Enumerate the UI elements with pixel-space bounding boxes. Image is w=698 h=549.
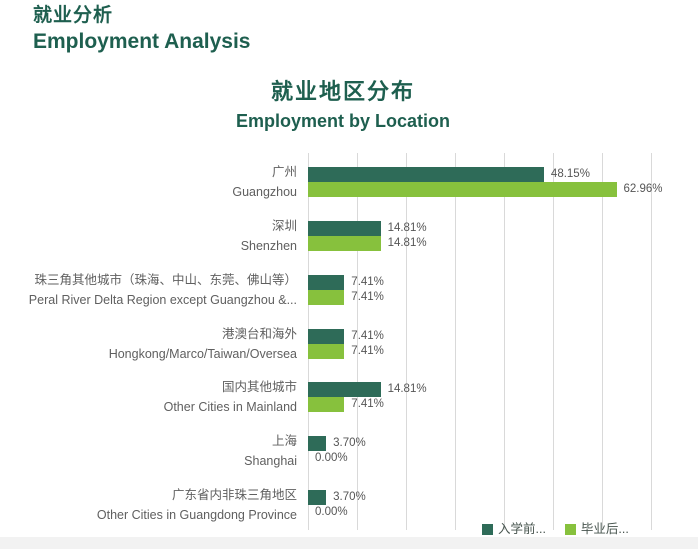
category-label: 港澳台和海外 Hongkong/Marco/Taiwan/Oversea [0,324,297,364]
bar-value-label: 7.41% [351,275,384,288]
legend-label: 毕业后... [580,522,629,536]
bar-after [308,235,381,251]
bar-value-label: 7.41% [351,344,384,357]
legend-item: 毕业后... [564,522,629,536]
bar-before [308,490,327,506]
category-label: 上海 Shanghai [0,431,297,471]
category-label-zh: 港澳台和海外 [221,326,297,341]
category-label-zh: 广东省内非珠三角地区 [171,488,297,503]
category-label-en: Hongkong/Marco/Taiwan/Oversea [108,346,297,361]
bar-before [308,166,544,182]
category-label-zh: 广州 [271,164,297,179]
category-label: 珠三角其他城市（珠海、中山、东莞、佛山等） Peral River Delta R… [0,270,297,310]
gridline [455,153,456,530]
category-label-en: Guangzhou [232,184,297,199]
chart-legend: 入学前... 毕业后... [482,523,629,536]
category-label-zh: 上海 [271,434,297,449]
bar-value-label: 7.41% [351,398,384,411]
bar-before [308,382,381,398]
bar-value-label: 7.41% [351,290,384,303]
slide-bottom-strip [0,537,698,549]
category-label: 国内其他城市 Other Cities in Mainland [0,377,297,417]
legend-swatch-icon [482,524,493,535]
category-label-en: Shenzhen [240,238,297,253]
bar-chart-plot-area: 48.15% 62.96% 14.81% 14.81% 7.41% 7.41% 7.41% 7… [308,153,663,530]
chart-title-zh: 就业地区分布 [270,79,415,104]
bar-after [308,397,345,413]
bar-value-label: 3.70% [333,491,366,504]
gridline [553,153,554,530]
category-label: 广州 Guangzhou [0,162,297,202]
category-label-zh: 深圳 [271,218,297,233]
bar-value-label: 48.15% [550,167,590,180]
legend-item: 入学前... [482,523,546,536]
bar-value-label: 7.41% [351,329,384,342]
bar-after [308,181,617,197]
gridline [406,153,407,530]
bar-before [308,220,381,236]
bar-value-label: 0.00% [315,452,348,465]
bar-before [308,436,327,452]
category-label-en: Other Cities in Mainland [163,400,297,415]
bar-before [308,328,345,344]
gridline [357,153,358,530]
gridline [602,153,603,530]
category-label-en: Peral River Delta Region except Guangzho… [28,292,297,307]
category-label-en: Shanghai [244,454,297,469]
bar-value-label: 14.81% [387,236,427,249]
bar-value-label: 62.96% [623,182,663,195]
category-label-en: Other Cities in Guangdong Province [96,508,297,523]
legend-label: 入学前... [498,522,546,536]
gridline [651,153,652,530]
category-axis-labels: 广州 Guangzhou 深圳 Shenzhen 珠三角其他城市（珠海、中山、东莞、佛山… [0,153,297,530]
bar-after [308,343,345,359]
page-title-zh: 就业分析 [33,5,114,26]
chart-title: 就业地区分布 Employment by Location [0,76,686,134]
category-label: 深圳 Shenzhen [0,216,297,256]
bar-before [308,274,345,290]
page-header: 就业分析 Employment Analysis [33,2,250,55]
legend-swatch-icon [564,524,576,535]
bar-value-label: 14.81% [387,383,427,396]
page-title-en: Employment Analysis [33,30,251,53]
bar-value-label: 0.00% [315,506,348,519]
gridline [504,153,505,530]
bar-after [308,289,345,305]
bar-value-label: 14.81% [387,221,427,234]
chart-title-en: Employment by Location [235,111,451,131]
category-label-zh: 国内其他城市 [221,380,297,395]
bar-value-label: 3.70% [333,437,366,450]
category-label: 广东省内非珠三角地区 Other Cities in Guangdong Prov… [0,485,297,525]
category-label-zh: 珠三角其他城市（珠海、中山、东莞、佛山等） [34,272,297,287]
